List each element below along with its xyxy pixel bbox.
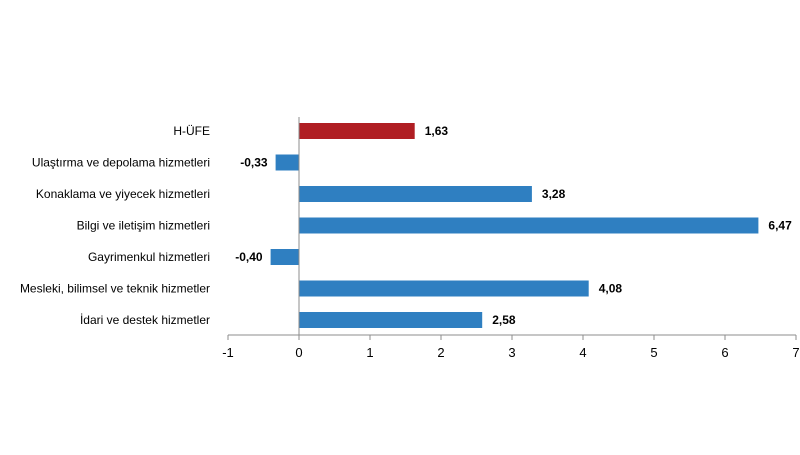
category-label: İdari ve destek hizmetler (80, 313, 210, 327)
bar-0 (299, 123, 415, 139)
value-label: 6,47 (768, 219, 792, 233)
x-tick-label: 3 (508, 345, 515, 360)
bar-5 (299, 280, 589, 297)
category-label: Gayrimenkul hizmetleri (88, 250, 210, 264)
x-tick-label: 1 (366, 345, 373, 360)
category-label: Bilgi ve iletişim hizmetleri (77, 219, 210, 233)
bar-2 (299, 186, 532, 202)
bar-1 (275, 154, 299, 171)
value-label: -0,40 (235, 250, 263, 264)
value-label: 3,28 (542, 187, 566, 201)
x-tick-label: 0 (295, 345, 302, 360)
bar-4 (270, 249, 299, 265)
bars-layer (270, 123, 759, 328)
x-tick-label: 7 (792, 345, 799, 360)
bar-3 (299, 217, 759, 234)
category-label: Ulaştırma ve depolama hizmetleri (32, 156, 210, 170)
x-tick-label: 5 (650, 345, 657, 360)
value-label: 4,08 (599, 282, 623, 296)
value-label: -0,33 (240, 156, 268, 170)
value-label: 2,58 (492, 313, 516, 327)
axis-layer: -1 0 1 2 3 4 5 6 7 (222, 117, 800, 360)
value-label: 1,63 (425, 124, 449, 138)
x-tick-label: -1 (222, 345, 234, 360)
bar-6 (299, 312, 483, 328)
x-tick-label: 6 (721, 345, 728, 360)
category-label: H-ÜFE (173, 124, 210, 138)
category-label: Konaklama ve yiyecek hizmetleri (36, 187, 210, 201)
labels-layer: H-ÜFE 1,63 Ulaştırma ve depolama hizmetler… (20, 124, 792, 327)
x-tick-label: 4 (579, 345, 586, 360)
x-tick-label: 2 (437, 345, 444, 360)
category-label: Mesleki, bilimsel ve teknik hizmetler (20, 282, 210, 296)
